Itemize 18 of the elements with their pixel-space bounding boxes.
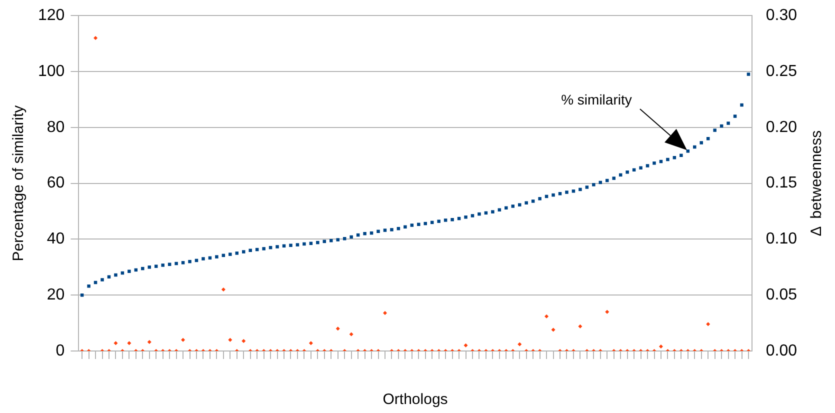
y2-tick-label: 0.00 [766, 342, 798, 360]
y2-tick-label: 0.30 [766, 7, 798, 24]
y-tick-label: 80 [46, 118, 65, 136]
y-tick-label: 120 [38, 7, 65, 24]
y-tick-label: 0 [56, 342, 65, 360]
y-axis-title: Percentage of similarity [10, 104, 28, 262]
annotation: % similarity [561, 91, 632, 108]
y2-axis-title: Δ betweenness [808, 130, 826, 236]
y2-tick-label: 0.05 [766, 286, 798, 304]
y-tick-label: 20 [46, 286, 65, 304]
y-tick-label: 100 [38, 62, 65, 80]
y-tick-label: 60 [46, 174, 65, 192]
y2-tick-label: 0.25 [766, 62, 798, 80]
y2-tick-label: 0.20 [766, 118, 798, 136]
x-axis-title: Orthologs [382, 391, 448, 408]
y-tick-label: 40 [46, 230, 65, 248]
y2-tick-label: 0.15 [766, 174, 798, 192]
y2-tick-label: 0.10 [766, 230, 798, 248]
